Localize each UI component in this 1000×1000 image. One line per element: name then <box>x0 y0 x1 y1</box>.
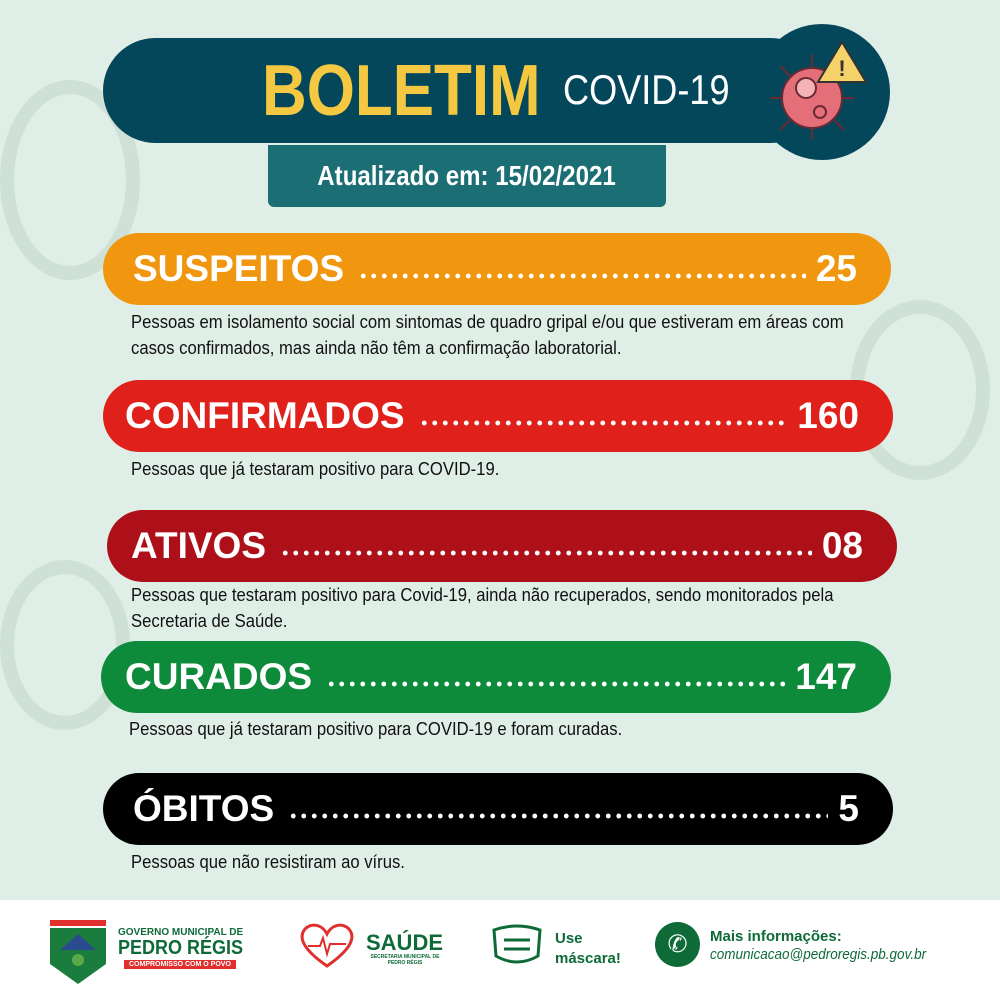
stat-description: Pessoas que testaram positivo para Covid… <box>131 584 834 631</box>
use-mask-text: Use máscara! <box>555 930 621 967</box>
municipal-crest-logo <box>50 920 106 984</box>
stat-label: SUSPEITOS <box>133 248 345 289</box>
stat-bar-suspeitos: SUSPEITOS 25 <box>103 233 891 305</box>
stat-label: ÓBITOS <box>133 788 275 829</box>
stat-value: 25 <box>815 248 857 289</box>
dot-leader <box>358 272 806 280</box>
dot-leader <box>280 549 812 557</box>
virus-warning-icon: ! <box>770 40 868 140</box>
face-mask-icon <box>492 924 542 964</box>
saude-sublabel: SECRETARIA MUNICIPAL DE PEDRO RÉGIS <box>370 954 440 966</box>
bulletin-title: BOLETIM <box>262 51 541 131</box>
contact-email[interactable]: comunicacao@pedroregis.pb.gov.br <box>710 946 927 963</box>
phone-icon: ✆ <box>655 922 700 967</box>
updated-date-box: Atualizado em: 15/02/2021 <box>268 145 666 207</box>
heart-stethoscope-icon <box>300 923 354 968</box>
stat-description: Pessoas em isolamento social com sintoma… <box>131 311 844 358</box>
gov-slogan: COMPROMISSO COM O POVO <box>124 960 236 969</box>
stat-bar-curados: CURADOS 147 <box>101 641 891 713</box>
stat-label: CONFIRMADOS <box>125 395 405 436</box>
stat-bar-ativos: ATIVOS 08 <box>107 510 897 582</box>
background-virus-decoration <box>0 560 130 730</box>
stat-value: 5 <box>838 788 859 829</box>
svg-text:!: ! <box>838 56 845 81</box>
dot-leader <box>288 812 829 820</box>
footer: GOVERNO MUNICIPAL DE PEDRO RÉGIS COMPROM… <box>0 900 1000 1000</box>
stat-value: 160 <box>797 395 859 436</box>
header-banner <box>103 38 823 143</box>
saude-label: SAÚDE <box>366 930 444 955</box>
gov-line2: PEDRO RÉGIS <box>118 937 244 959</box>
virus-warning-badge: ! <box>754 24 890 160</box>
stat-description: Pessoas que já testaram positivo para CO… <box>129 718 623 739</box>
updated-date: Atualizado em: 15/02/2021 <box>317 160 617 191</box>
stat-value: 147 <box>795 656 857 697</box>
dot-leader <box>418 419 788 427</box>
dot-leader <box>326 680 786 688</box>
bulletin-subtitle: COVID-19 <box>563 66 730 113</box>
stat-description: Pessoas que já testaram positivo para CO… <box>131 458 500 479</box>
gov-line1: GOVERNO MUNICIPAL DE <box>118 927 244 938</box>
stat-value: 08 <box>821 525 863 566</box>
stat-label: ATIVOS <box>131 525 266 566</box>
stat-description: Pessoas que não resistiram ao vírus. <box>131 851 405 872</box>
stat-label: CURADOS <box>125 656 313 697</box>
info-label: Mais informações: <box>710 928 842 945</box>
stat-bar-obitos: ÓBITOS 5 <box>103 773 893 845</box>
stat-bar-confirmados: CONFIRMADOS 160 <box>103 380 893 452</box>
